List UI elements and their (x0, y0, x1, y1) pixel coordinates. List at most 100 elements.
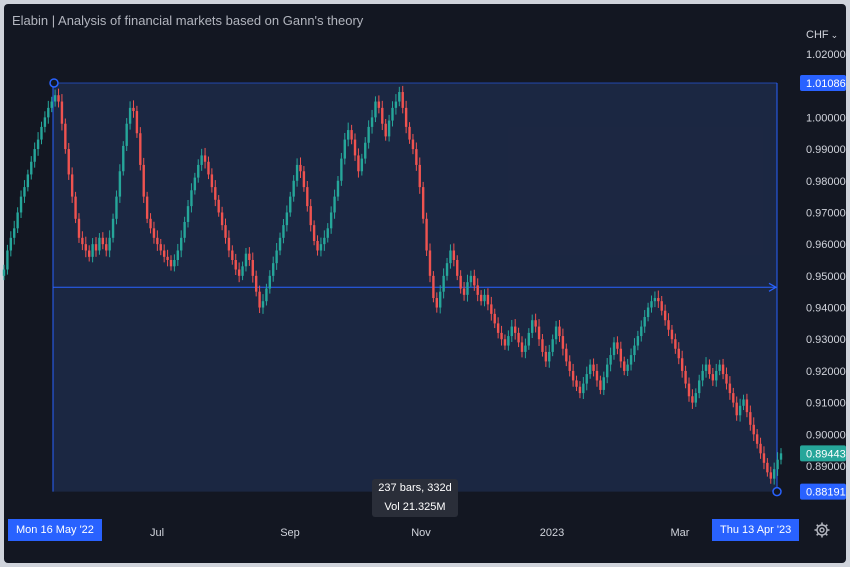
candle-body (77, 218, 81, 238)
candle (439, 285, 442, 314)
candle-body (408, 126, 411, 140)
candle (479, 290, 483, 306)
candle (602, 371, 605, 396)
candle-body (336, 180, 340, 197)
candle (548, 344, 551, 368)
last-price-tag: 0.89443 (800, 445, 846, 462)
candle-body (241, 266, 244, 276)
candle (684, 365, 687, 389)
candle (33, 142, 36, 168)
candle (418, 157, 421, 194)
candle (105, 237, 108, 257)
candle-body (755, 434, 759, 444)
candle (445, 257, 449, 281)
candle-body (340, 158, 343, 181)
candle-body (479, 294, 483, 302)
candle-body (306, 187, 309, 207)
candle-body (575, 380, 578, 387)
measure-start-handle[interactable] (49, 78, 59, 88)
candle-body (108, 237, 111, 251)
candle (524, 338, 527, 359)
candle (752, 417, 755, 442)
candle-body (251, 260, 254, 276)
candle-body (200, 155, 203, 165)
candle (769, 466, 772, 484)
candle (680, 350, 684, 378)
candle (728, 376, 732, 400)
candle (360, 153, 364, 176)
candle (571, 363, 575, 387)
candle-body (612, 342, 616, 356)
measure-end-handle[interactable] (772, 486, 782, 497)
candle-body (36, 139, 40, 150)
candle-body (524, 345, 527, 352)
candle (19, 190, 23, 218)
gear-icon[interactable] (814, 522, 830, 538)
candle (565, 343, 568, 367)
candle (537, 319, 541, 346)
candle (47, 100, 50, 124)
candle (336, 176, 340, 201)
candle (411, 133, 415, 155)
candle (473, 269, 476, 291)
candle-body (343, 139, 346, 159)
candle-body (125, 123, 128, 146)
candle (295, 158, 299, 187)
candle (139, 127, 142, 171)
candle-body (57, 95, 60, 102)
candle (306, 180, 309, 212)
candle (350, 124, 353, 145)
candle-body (67, 149, 70, 175)
candle-body (670, 329, 674, 340)
candle-body (704, 364, 708, 371)
candle (466, 274, 469, 302)
candle-body (53, 95, 57, 102)
candle-body (87, 250, 91, 257)
candle (272, 256, 275, 282)
candle (428, 243, 432, 283)
candle-body (415, 149, 418, 165)
candle (77, 213, 81, 243)
candle-body (585, 374, 588, 384)
candle (135, 105, 139, 138)
candle-body (50, 101, 53, 108)
candle (340, 152, 343, 186)
candle-body (582, 383, 585, 394)
candle (588, 359, 592, 379)
candle-body (135, 111, 139, 134)
time-tick-label: 2023 (540, 527, 564, 539)
candle-body (520, 342, 524, 352)
candle-body (329, 212, 333, 229)
currency-selector[interactable]: CHF ⌄ (806, 29, 838, 41)
candle (394, 94, 398, 115)
candle-body (534, 320, 537, 327)
candle-body (636, 336, 640, 346)
candle (74, 191, 77, 224)
candle (425, 212, 428, 256)
candle (496, 317, 500, 339)
candle (299, 157, 302, 178)
candle (234, 253, 237, 276)
candle (510, 319, 513, 342)
candle (6, 244, 9, 275)
candle (486, 288, 490, 311)
candle (26, 169, 30, 192)
candle-body (101, 237, 105, 245)
candle-body (687, 383, 691, 397)
candle-body (759, 443, 762, 454)
candle-body (23, 187, 26, 197)
candle (442, 268, 445, 299)
candle-body (319, 244, 323, 251)
candle (646, 302, 650, 322)
candle (53, 89, 57, 107)
candle-body (623, 361, 626, 371)
price-tick-label: 1.02000 (806, 49, 846, 61)
candle-body (173, 260, 176, 267)
candle-body (588, 364, 592, 375)
candle (401, 85, 404, 114)
candle (582, 377, 585, 400)
candle-body (779, 453, 783, 460)
candle-body (462, 288, 466, 295)
candle (503, 334, 507, 350)
